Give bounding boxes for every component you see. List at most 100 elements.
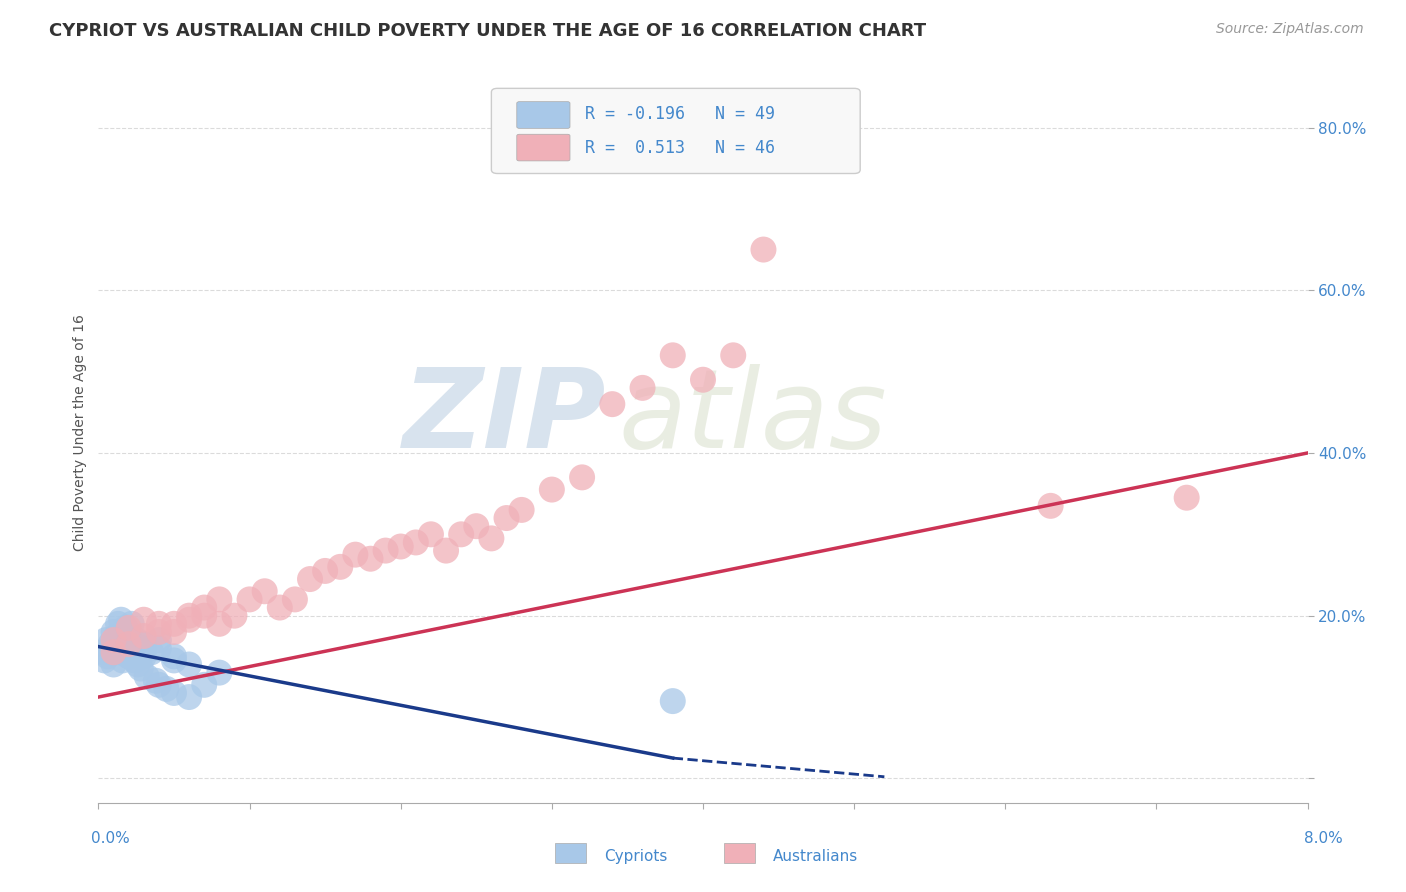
- Point: [631, 381, 654, 395]
- Point: [155, 681, 177, 696]
- Point: [179, 613, 201, 627]
- Text: Cypriots: Cypriots: [605, 849, 668, 863]
- Point: [148, 641, 170, 656]
- Point: [661, 694, 683, 708]
- Text: Source: ZipAtlas.com: Source: ZipAtlas.com: [1216, 22, 1364, 37]
- Point: [602, 397, 624, 411]
- Text: atlas: atlas: [619, 364, 887, 471]
- Point: [661, 348, 683, 362]
- Text: 8.0%: 8.0%: [1303, 831, 1343, 846]
- Point: [125, 633, 148, 648]
- Point: [163, 624, 186, 639]
- Point: [129, 662, 152, 676]
- Point: [104, 637, 127, 651]
- Point: [145, 673, 167, 688]
- Point: [540, 483, 562, 497]
- Point: [405, 535, 427, 549]
- Point: [118, 621, 141, 635]
- Point: [132, 649, 155, 664]
- Point: [208, 665, 231, 680]
- Point: [103, 624, 125, 639]
- Point: [101, 645, 124, 659]
- FancyBboxPatch shape: [492, 88, 860, 173]
- Point: [299, 572, 322, 586]
- Point: [163, 686, 186, 700]
- Point: [163, 653, 186, 667]
- Point: [96, 649, 118, 664]
- Point: [148, 624, 170, 639]
- Point: [510, 503, 533, 517]
- Point: [465, 519, 488, 533]
- FancyBboxPatch shape: [517, 135, 569, 161]
- Point: [127, 657, 149, 672]
- Point: [108, 645, 131, 659]
- Point: [329, 559, 352, 574]
- Point: [103, 645, 125, 659]
- Point: [103, 633, 125, 648]
- Point: [420, 527, 443, 541]
- Point: [179, 608, 201, 623]
- Point: [239, 592, 262, 607]
- Point: [121, 616, 143, 631]
- Point: [723, 348, 745, 362]
- Point: [118, 637, 141, 651]
- Text: ZIP: ZIP: [402, 364, 606, 471]
- Y-axis label: Child Poverty Under the Age of 16: Child Poverty Under the Age of 16: [73, 314, 87, 551]
- Point: [193, 600, 215, 615]
- Point: [124, 653, 146, 667]
- Point: [111, 653, 134, 667]
- Point: [224, 608, 246, 623]
- Point: [344, 548, 367, 562]
- Point: [118, 641, 141, 656]
- Text: R =  0.513   N = 46: R = 0.513 N = 46: [585, 138, 775, 157]
- Point: [105, 629, 128, 643]
- Point: [132, 645, 155, 659]
- Point: [148, 678, 170, 692]
- Point: [118, 649, 141, 664]
- Point: [1175, 491, 1198, 505]
- Point: [360, 551, 382, 566]
- Point: [100, 637, 122, 651]
- Point: [125, 637, 148, 651]
- Point: [374, 543, 396, 558]
- Point: [120, 649, 142, 664]
- Text: 0.0%: 0.0%: [91, 831, 131, 846]
- Point: [118, 629, 141, 643]
- Point: [752, 243, 775, 257]
- Point: [148, 633, 170, 648]
- Point: [193, 678, 215, 692]
- Point: [114, 621, 136, 635]
- Point: [1039, 499, 1062, 513]
- FancyBboxPatch shape: [517, 102, 569, 128]
- Point: [132, 613, 155, 627]
- Point: [163, 649, 186, 664]
- Point: [314, 564, 336, 578]
- Point: [495, 511, 517, 525]
- Point: [118, 637, 141, 651]
- Point: [141, 645, 163, 659]
- Point: [208, 616, 231, 631]
- Point: [94, 633, 117, 648]
- Point: [122, 645, 145, 659]
- Point: [115, 641, 138, 656]
- Text: CYPRIOT VS AUSTRALIAN CHILD POVERTY UNDER THE AGE OF 16 CORRELATION CHART: CYPRIOT VS AUSTRALIAN CHILD POVERTY UNDE…: [49, 22, 927, 40]
- Point: [193, 608, 215, 623]
- Text: R = -0.196   N = 49: R = -0.196 N = 49: [585, 105, 775, 123]
- Point: [132, 637, 155, 651]
- Point: [481, 532, 503, 546]
- Point: [253, 584, 276, 599]
- Point: [179, 690, 201, 704]
- Point: [284, 592, 307, 607]
- Point: [110, 641, 132, 656]
- Point: [148, 616, 170, 631]
- Point: [450, 527, 472, 541]
- Point: [107, 616, 129, 631]
- Point: [208, 592, 231, 607]
- Point: [132, 629, 155, 643]
- Point: [163, 616, 186, 631]
- Point: [179, 657, 201, 672]
- Point: [103, 645, 125, 659]
- Point: [103, 657, 125, 672]
- Point: [132, 641, 155, 656]
- Point: [434, 543, 457, 558]
